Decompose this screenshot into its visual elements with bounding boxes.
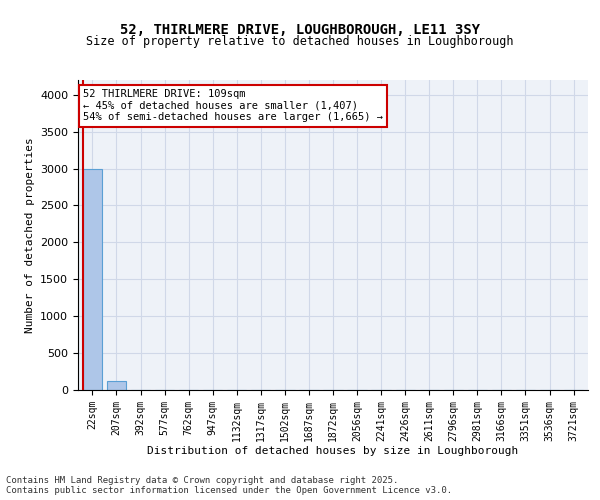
Text: 52, THIRLMERE DRIVE, LOUGHBOROUGH, LE11 3SY: 52, THIRLMERE DRIVE, LOUGHBOROUGH, LE11 …: [120, 22, 480, 36]
Bar: [107, 381, 126, 390]
Text: Size of property relative to detached houses in Loughborough: Size of property relative to detached ho…: [86, 35, 514, 48]
Bar: [83, 168, 102, 390]
Text: Contains HM Land Registry data © Crown copyright and database right 2025.
Contai: Contains HM Land Registry data © Crown c…: [6, 476, 452, 495]
X-axis label: Distribution of detached houses by size in Loughborough: Distribution of detached houses by size …: [148, 446, 518, 456]
Y-axis label: Number of detached properties: Number of detached properties: [25, 137, 35, 333]
Text: 52 THIRLMERE DRIVE: 109sqm
← 45% of detached houses are smaller (1,407)
54% of s: 52 THIRLMERE DRIVE: 109sqm ← 45% of deta…: [83, 90, 383, 122]
